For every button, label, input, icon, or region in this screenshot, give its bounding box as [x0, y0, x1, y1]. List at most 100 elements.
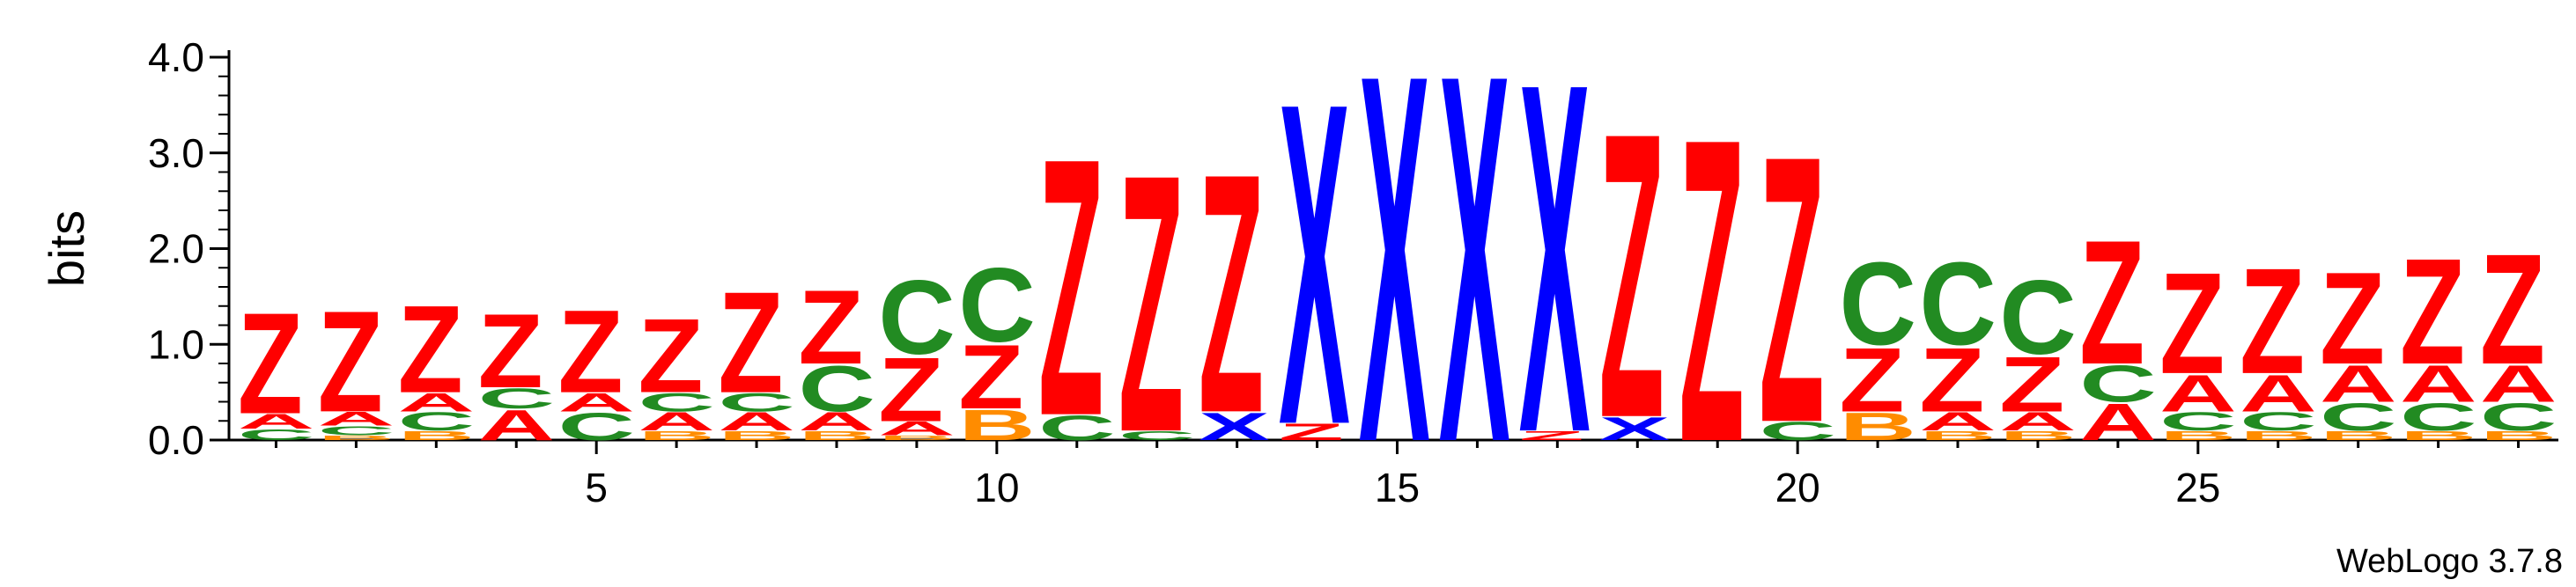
logo-glyph-c: C: [958, 247, 1036, 364]
logo-glyph-b: B: [718, 429, 795, 444]
logo-glyph-a: A: [1919, 407, 1997, 436]
logo-glyph-z: Z: [1919, 328, 1984, 430]
logo-glyph-z: Z: [318, 280, 383, 442]
logo-glyph-z: Z: [1199, 102, 1264, 483]
y-tick-label: 2.0: [148, 226, 204, 272]
logo-glyph-c: C: [1038, 408, 1116, 448]
logo-glyph-c: C: [2240, 407, 2317, 436]
logo-glyph-b: B: [398, 429, 476, 444]
logo-glyph-b: B: [1839, 405, 1916, 449]
logo-stack: BZC: [1839, 238, 1916, 449]
logo-stack: CAZ: [558, 286, 636, 449]
logo-stack: ACZ: [478, 293, 556, 450]
y-axis-title: bits: [39, 210, 94, 287]
logo-glyph-z: Z: [718, 261, 783, 423]
logo-glyph-c: C: [2079, 355, 2157, 413]
logo-glyph-z: Z: [2079, 204, 2144, 401]
logo-glyph-c: C: [2320, 395, 2397, 439]
logo-glyph-a: A: [2079, 393, 2157, 451]
logo-stack: BZC: [958, 247, 1036, 450]
logo-glyph-z: Z: [2240, 238, 2305, 406]
logo-glyph-a: A: [2480, 355, 2558, 413]
logo-glyph-z: Z: [958, 326, 1023, 428]
logo-glyph-a: A: [478, 400, 556, 449]
logo-glyph-z: Z: [798, 269, 863, 386]
x-tick-label: 20: [1775, 465, 1820, 510]
logo-glyph-z: Z: [1679, 48, 1745, 532]
logo-glyph-b: B: [2240, 429, 2317, 444]
x-axis: 5 10 15 20 25: [229, 438, 2558, 510]
logo-glyph-z: Z: [1760, 77, 1825, 502]
logo-glyph-b: B: [1919, 429, 1997, 444]
logo-glyph-z: Z: [2159, 242, 2225, 404]
logo-glyph-z: Z: [2400, 228, 2465, 396]
logo-glyph-z: Z: [878, 338, 943, 440]
logo-stack: X: [1439, 0, 1510, 553]
logo-glyph-a: A: [2320, 355, 2397, 413]
logo-glyph-a: A: [718, 407, 795, 436]
y-axis: 0.0 1.0 2.0 3.0 4.0: [148, 34, 231, 463]
x-tick-label: 5: [585, 465, 608, 510]
logo-stack: XZ: [1199, 102, 1270, 483]
logo-glyph-c: C: [478, 383, 556, 415]
logo-glyph-c: C: [238, 426, 315, 444]
logo-glyph-z: Z: [1839, 328, 1904, 430]
logo-glyph-a: A: [558, 387, 636, 416]
logo-glyph-a: A: [878, 418, 956, 440]
logo-glyph-b: B: [958, 400, 1036, 449]
logo-glyph-z: Z: [1519, 429, 1584, 444]
logo-stack: Z: [1679, 48, 1745, 532]
logo-glyph-c: C: [878, 260, 956, 377]
logo-glyph-a: A: [638, 407, 715, 436]
logo-glyph-z: Z: [478, 293, 543, 410]
logo-glyph-z: Z: [398, 280, 463, 419]
logo-glyph-b: B: [1999, 429, 2077, 444]
logo-glyph-b: B: [2320, 429, 2397, 444]
logo-glyph-a: A: [2240, 364, 2317, 422]
logo-glyph-z: Z: [2320, 245, 2385, 392]
logo-stack: CZ: [1118, 99, 1196, 510]
logo-glyph-z: Z: [1038, 83, 1103, 493]
logo-glyph-a: A: [2159, 364, 2237, 422]
logo-glyph-b: B: [2480, 429, 2558, 444]
logo-glyph-c: C: [398, 407, 476, 436]
logo-stack: ZX: [1279, 8, 1350, 521]
weblogo-credit: WebLogo 3.7.8: [2336, 543, 2563, 580]
logo-glyph-c: C: [1839, 238, 1916, 371]
logo-glyph-b: B: [878, 434, 956, 441]
logo-glyph-c: C: [1760, 416, 1837, 445]
logo-glyph-z: Z: [558, 286, 624, 418]
logo-glyph-c: C: [558, 405, 636, 449]
y-tick-label: 3.0: [148, 130, 204, 176]
logo-glyph-c: C: [1999, 260, 2077, 377]
logo-glyph-c: C: [318, 423, 395, 438]
y-tick-label: 0.0: [148, 417, 204, 463]
logo-glyph-b: B: [2400, 429, 2477, 444]
logo-glyph-b: B: [318, 434, 395, 441]
y-tick-label: 4.0: [148, 34, 204, 80]
logo-glyph-x: X: [1359, 0, 1430, 553]
logo-glyph-c: C: [1118, 429, 1196, 444]
y-tick-label: 1.0: [148, 321, 204, 367]
logo-glyph-x: X: [1199, 405, 1270, 449]
logo-stack: CZ: [1038, 83, 1116, 493]
logo-stack: X: [1359, 0, 1430, 553]
logo-glyph-z: Z: [1279, 419, 1344, 445]
logo-stack: ZX: [1519, 0, 1591, 536]
logo-stack: ACZ: [2079, 204, 2157, 451]
logo-glyph-c: C: [718, 387, 795, 416]
x-tick-label: 15: [1375, 465, 1420, 510]
